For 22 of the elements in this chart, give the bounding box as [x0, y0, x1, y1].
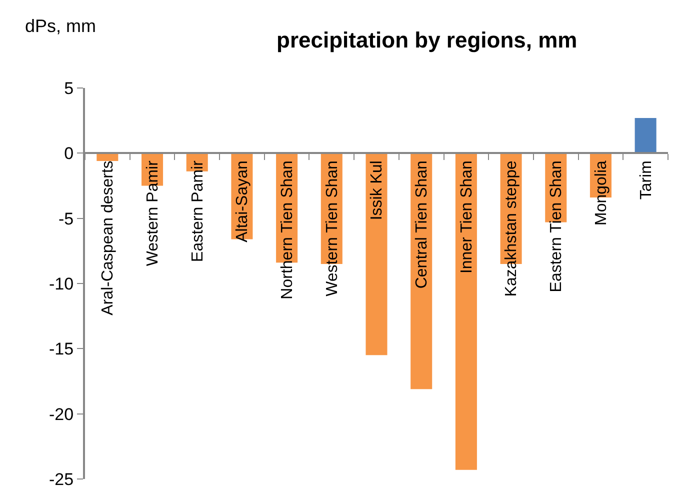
x-tick-label: Mongolia: [592, 160, 610, 226]
y-tick-label: 5: [64, 78, 74, 98]
y-tick-label: -20: [49, 404, 74, 424]
x-tick-label: Eastern Pamir: [189, 160, 206, 262]
x-tick-label: Inner Tien Shan: [458, 160, 476, 274]
x-tick-label: Western Pamir: [144, 160, 162, 266]
x-tick-label: Tarim: [638, 160, 655, 200]
x-tick-label: Aral-Caspean deserts: [100, 160, 117, 316]
y-tick-label: 0: [64, 144, 74, 164]
y-tick-label: -15: [49, 340, 74, 359]
x-tick-label: Eastern Tien Shan: [548, 160, 566, 292]
y-tick-label: -10: [49, 274, 74, 294]
x-tick-label: Kazakhstan steppe: [503, 160, 520, 297]
x-tick-label: Altai-Sayan: [234, 160, 252, 242]
x-tick-label: Issik Kul: [368, 160, 386, 220]
chart-title: precipitation by regions, mm: [276, 27, 578, 52]
x-tick-label: Western Tien Shan: [324, 160, 341, 296]
x-tick-label: Northern Tien Shan: [279, 160, 296, 300]
x-tick-label: Central Tien Shan: [414, 160, 431, 289]
y-tick-label: -5: [58, 209, 74, 228]
y-tick-label: -25: [49, 470, 74, 489]
y-axis-title: dPs, mm: [25, 16, 96, 36]
